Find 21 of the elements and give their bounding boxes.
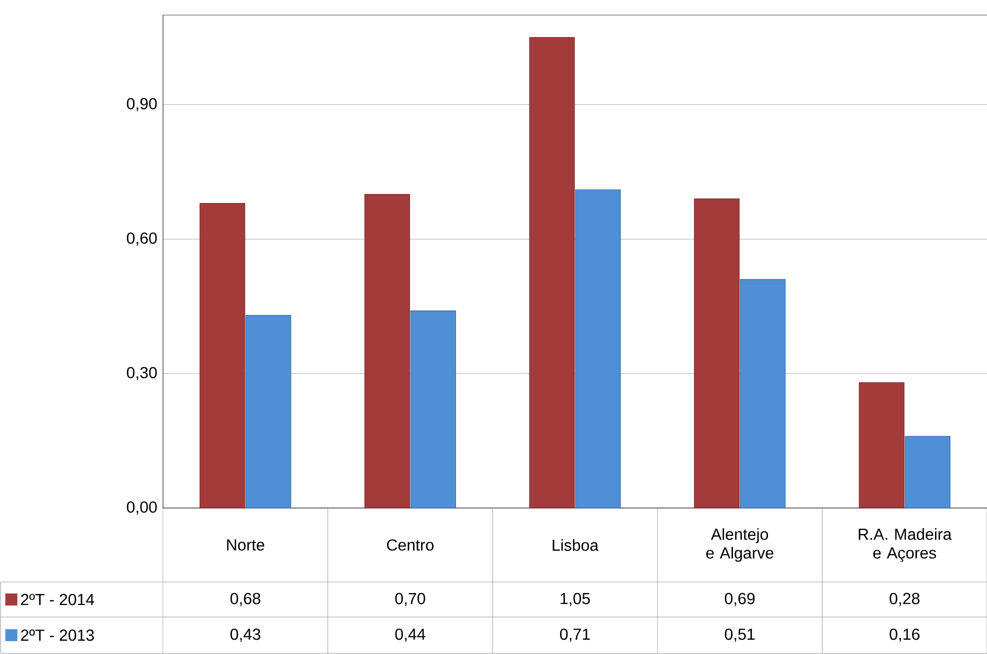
x-tick-label: Alentejo e Algarve (706, 528, 774, 562)
y-tick-label: 0,00 (126, 501, 157, 515)
legend-label: 2ºT - 2014 (21, 594, 94, 606)
legend-label: 2ºT - 2013 (21, 630, 94, 641)
data-label: 0,16 (890, 628, 920, 642)
data-label: 0,51 (724, 628, 755, 642)
data-label: 0,70 (395, 592, 426, 606)
x-tick-label: Centro (387, 539, 434, 551)
x-tick-label: Lisboa (552, 539, 599, 551)
data-label: 0,28 (890, 592, 920, 606)
y-tick-label: 0,30 (126, 366, 157, 380)
data-label: 0,71 (560, 628, 590, 642)
x-tick-label: R.A. Madeira e Açores (858, 528, 952, 562)
y-tick-label: 0,90 (126, 98, 157, 112)
data-label: 0,43 (230, 628, 260, 642)
data-label: 1,05 (560, 592, 590, 606)
x-tick-label: Norte (227, 539, 264, 551)
data-label: 0,44 (395, 628, 426, 642)
data-label: 0,69 (724, 592, 755, 606)
y-tick-label: 0,60 (126, 232, 157, 246)
data-label: 0,68 (230, 592, 260, 606)
